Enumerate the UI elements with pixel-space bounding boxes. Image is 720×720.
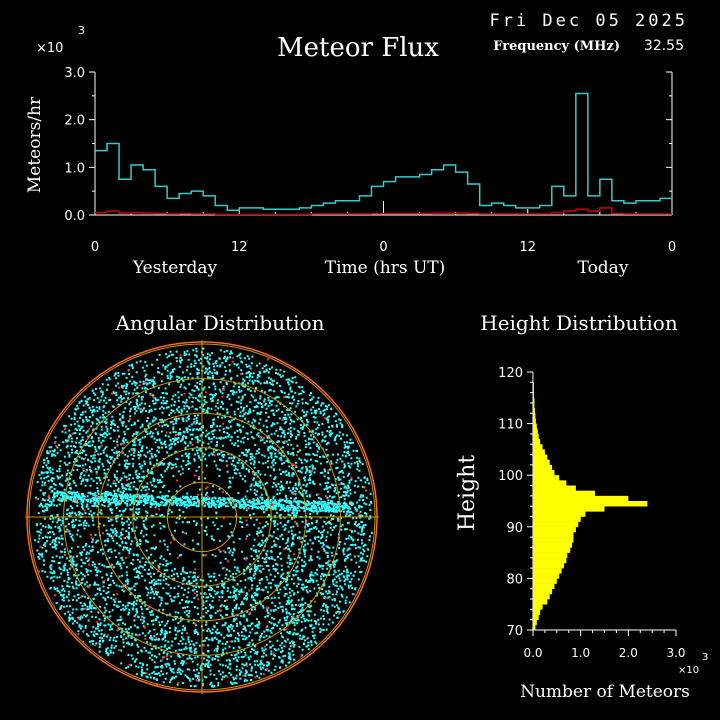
- height-bar: [533, 511, 586, 517]
- height-bar: [533, 619, 537, 626]
- height-bar: [533, 402, 535, 409]
- height-x-tick-label: 3.0: [666, 646, 685, 660]
- flux-y-tick-label: 3.0: [64, 66, 85, 81]
- height-bar: [533, 516, 581, 522]
- height-bar: [533, 382, 534, 388]
- height-bar: [533, 495, 629, 502]
- height-bar: [533, 439, 541, 445]
- height-bar: [533, 490, 595, 497]
- flux-y-tick-label: 0.0: [64, 209, 85, 224]
- frequency-value: 32.55: [644, 38, 684, 54]
- height-bar: [533, 444, 543, 450]
- height-bar: [533, 475, 560, 481]
- height-bar: [533, 578, 557, 584]
- height-bar: [533, 480, 567, 486]
- height-y-tick-label: 100: [498, 469, 523, 484]
- flux-x-axis-label: Time (hrs UT): [325, 258, 446, 278]
- height-bar: [533, 583, 555, 590]
- height-y-tick-label: 110: [498, 418, 523, 433]
- height-bar: [533, 521, 579, 528]
- flux-title: Meteor Flux: [277, 33, 439, 63]
- flux-y-tick-label: 2.0: [64, 114, 85, 129]
- height-bar: [533, 485, 576, 491]
- height-bar: [533, 428, 538, 435]
- height-bar: [533, 408, 535, 414]
- height-x-tick-label: 0.0: [523, 646, 542, 660]
- angular-primary-points: [34, 347, 373, 688]
- flux-y-multiplier: ×10: [36, 41, 63, 56]
- height-bar: [533, 449, 545, 455]
- height-x-tick-label: 1.0: [571, 646, 590, 660]
- angular-scatter-cloud: [34, 347, 373, 688]
- height-bar: [533, 397, 535, 404]
- height-bar: [533, 562, 564, 569]
- height-bar: [533, 542, 573, 548]
- height-y-tick-label: 120: [498, 366, 523, 381]
- height-title: Height Distribution: [480, 311, 678, 335]
- height-x-tick-label: 2.0: [619, 646, 638, 660]
- height-bar: [533, 464, 553, 471]
- height-bar: [533, 537, 574, 543]
- height-bar: [533, 470, 555, 476]
- height-y-axis-label: Height: [455, 455, 480, 531]
- height-bar: [533, 599, 548, 605]
- height-bar: [533, 506, 605, 512]
- flux-x-tick-label: 12: [231, 240, 248, 255]
- height-bar: [533, 552, 568, 559]
- flux-x-tick-label: 12: [519, 240, 536, 255]
- flux-x-tick-label: 0: [379, 240, 387, 255]
- date-label: Fri Dec 05 2025: [489, 11, 688, 31]
- height-bar: [533, 604, 543, 610]
- flux-axes: 0.0 1.0 2.0 3.0 0 12 0 12 0: [64, 66, 676, 255]
- height-bar: [533, 387, 534, 393]
- height-x-axis-label: Number of Meteors: [520, 682, 690, 702]
- flux-y-multiplier-exp: 3: [78, 24, 85, 37]
- frequency-label: Frequency (MHz): [493, 39, 620, 54]
- flux-series-group: [95, 92, 672, 216]
- flux-series-line-0: [95, 92, 672, 211]
- flux-y-tick-label: 1.0: [64, 161, 85, 176]
- day-label-yesterday: Yesterday: [132, 258, 218, 278]
- height-bar: [533, 526, 576, 533]
- flux-x-tick-label: 0: [91, 240, 99, 255]
- height-bar: [533, 547, 571, 553]
- height-bar: [533, 501, 648, 507]
- height-y-tick-label: 80: [506, 572, 523, 587]
- height-bars-group: [533, 372, 648, 631]
- height-bar: [533, 454, 548, 461]
- day-label-today: Today: [578, 258, 629, 278]
- height-bar: [533, 423, 537, 430]
- height-bar: [533, 377, 534, 383]
- height-bar: [533, 372, 534, 378]
- flux-series-line-1: [95, 207, 672, 216]
- height-bar: [533, 531, 574, 538]
- height-bar: [533, 557, 567, 564]
- height-bar: [533, 568, 562, 574]
- height-bar: [533, 459, 550, 466]
- height-y-tick-label: 90: [506, 521, 523, 536]
- height-bar: [533, 392, 534, 399]
- height-bar: [533, 433, 539, 440]
- flux-x-tick-label: 0: [668, 240, 676, 255]
- height-y-tick-label: 70: [506, 624, 523, 639]
- flux-y-axis-label: Meteors/hr: [25, 96, 45, 193]
- height-bar: [533, 609, 541, 615]
- height-x-multiplier-exp: 3: [702, 652, 708, 663]
- height-bar: [533, 624, 536, 631]
- height-axes: 70 80 90 100 110 120 0.0 1.0 2.0 3.0: [498, 366, 685, 660]
- height-bar: [533, 593, 550, 600]
- angular-title: Angular Distribution: [115, 311, 325, 335]
- angular-plot: [25, 340, 379, 694]
- height-x-multiplier: ×10: [678, 665, 699, 676]
- height-bar: [533, 573, 560, 579]
- height-bar: [533, 614, 539, 620]
- angular-meteor-band: [52, 490, 354, 514]
- height-bar: [533, 588, 553, 595]
- height-bar: [533, 418, 536, 424]
- height-bar: [533, 413, 536, 419]
